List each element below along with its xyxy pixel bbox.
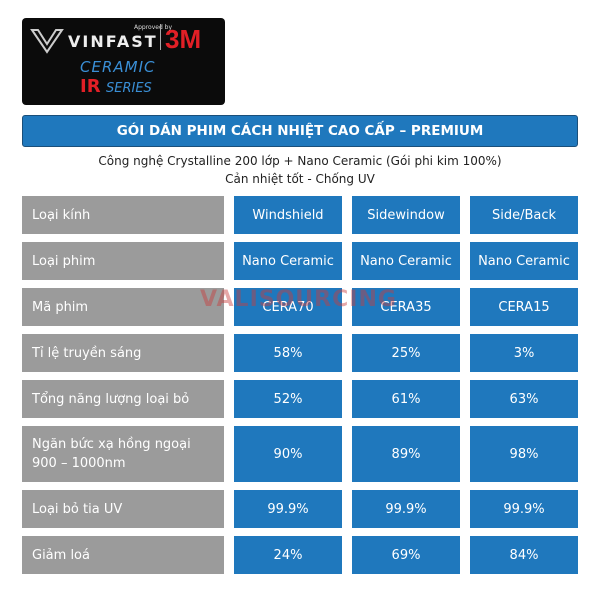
- cell: 3%: [470, 334, 578, 372]
- divider: [160, 24, 161, 50]
- cell: 89%: [352, 426, 460, 482]
- cell: 99.9%: [352, 490, 460, 528]
- cell: 90%: [234, 426, 342, 482]
- logo-icon: [30, 29, 64, 54]
- cell: 52%: [234, 380, 342, 418]
- row-label: Mã phim: [22, 288, 224, 326]
- cell: 99.9%: [470, 490, 578, 528]
- series: SERIES: [106, 81, 152, 96]
- row-label: Loại bỏ tia UV: [22, 490, 224, 528]
- ir: IR: [80, 76, 101, 97]
- row-label: Ngăn bức xạ hồng ngoại 900 – 1000nm: [22, 426, 224, 482]
- watermark: VALISOURCING: [200, 287, 397, 312]
- cell: Sidewindow: [352, 196, 460, 234]
- cell: 63%: [470, 380, 578, 418]
- cell: Nano Ceramic: [352, 242, 460, 280]
- cell: Nano Ceramic: [234, 242, 342, 280]
- cell: 69%: [352, 536, 460, 574]
- row-label: Giảm loá: [22, 536, 224, 574]
- line1: CERAMIC: [80, 58, 156, 76]
- cell: 58%: [234, 334, 342, 372]
- cell: 24%: [234, 536, 342, 574]
- row-label: Loại kính: [22, 196, 224, 234]
- row-label: Loại phim: [22, 242, 224, 280]
- cell: CERA35: [352, 288, 460, 326]
- cell: CERA15: [470, 288, 578, 326]
- cell: Side/Back: [470, 196, 578, 234]
- cell: 61%: [352, 380, 460, 418]
- partner: 3M: [165, 24, 202, 54]
- cell: 99.9%: [234, 490, 342, 528]
- logo-box: Approved by VINFAST 3M CERAMIC IR SERIES: [22, 18, 225, 105]
- subtitle: Công nghệ Crystalline 200 lớp + Nano Cer…: [98, 154, 502, 168]
- cell: CERA70: [234, 288, 342, 326]
- cell: 84%: [470, 536, 578, 574]
- row-label: Tỉ lệ truyền sáng: [22, 334, 224, 372]
- cell: 25%: [352, 334, 460, 372]
- cell: Nano Ceramic: [470, 242, 578, 280]
- approved: Approved by: [134, 24, 173, 31]
- cell: Windshield: [234, 196, 342, 234]
- subtitle: Cản nhiệt tốt - Chống UV: [225, 172, 375, 186]
- brand: VINFAST: [68, 32, 158, 51]
- cell: 98%: [470, 426, 578, 482]
- row-label: Tổng năng lượng loại bỏ: [22, 380, 224, 418]
- title-banner: GÓI DÁN PHIM CÁCH NHIỆT CAO CẤP – PREMIU…: [22, 115, 578, 147]
